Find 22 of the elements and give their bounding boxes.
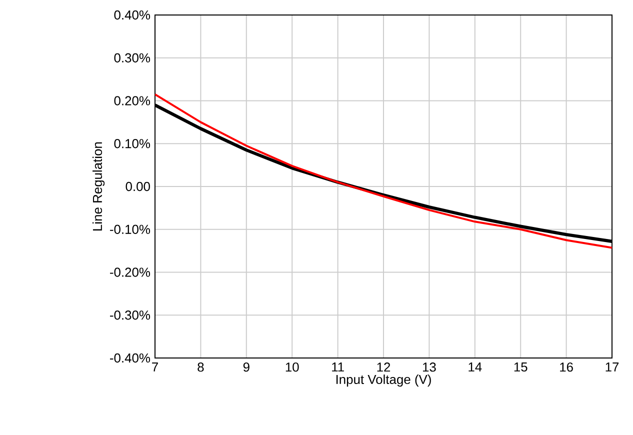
x-tick-label: 9 — [243, 362, 250, 372]
y-tick-label: -0.10% — [110, 224, 150, 234]
y-tick-label: -0.40% — [110, 353, 150, 363]
y-tick-label: 0.00 — [126, 182, 150, 192]
y-tick-label: -0.30% — [110, 310, 150, 320]
x-tick-label: 10 — [286, 362, 299, 372]
x-tick-label: 11 — [332, 362, 344, 372]
y-tick-label: 0.20% — [114, 96, 150, 106]
x-tick-label: 7 — [152, 362, 158, 372]
x-tick-label: 16 — [560, 362, 573, 372]
x-tick-label: 8 — [198, 362, 204, 372]
x-axis-title: Input Voltage (V) — [336, 374, 431, 387]
y-axis-title: Line Regulation — [92, 142, 105, 230]
x-tick-label: 15 — [514, 362, 528, 372]
y-tick-label: -0.20% — [110, 268, 150, 277]
y-tick-label: 0.40% — [114, 10, 150, 20]
x-tick-label: 14 — [468, 362, 482, 372]
y-tick-label: 0.30% — [114, 53, 150, 62]
y-tick-label: 0.10% — [114, 139, 150, 148]
x-tick-label: 17 — [606, 362, 619, 372]
x-tick-label: 12 — [377, 362, 390, 372]
x-tick-label: 13 — [422, 362, 436, 372]
